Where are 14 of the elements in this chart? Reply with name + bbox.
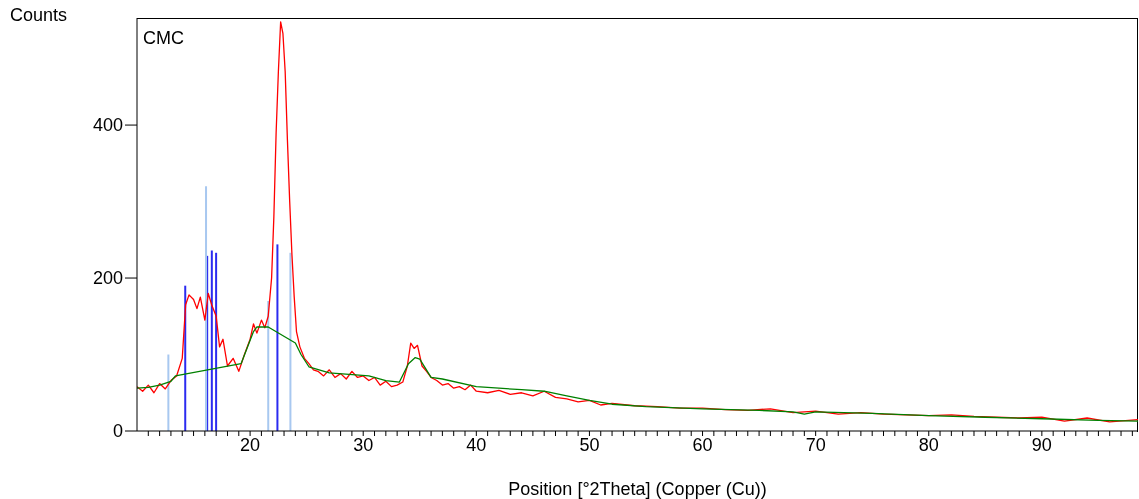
x-tick-label: 20 [240, 434, 261, 455]
y-tick-label: 0 [112, 421, 123, 442]
x-tick-label: 80 [918, 434, 939, 455]
x-tick-label: 30 [353, 434, 374, 455]
y-tick-label: 400 [92, 115, 123, 136]
x-tick-label: 70 [805, 434, 826, 455]
x-tick-label: 50 [579, 434, 600, 455]
x-tick-label: 40 [466, 434, 487, 455]
x-tick-label: 60 [692, 434, 713, 455]
text: CMC [143, 28, 184, 49]
x-tick-label: 90 [1031, 434, 1052, 455]
y-axis-title: Counts [10, 4, 68, 25]
y-tick-label: 200 [92, 268, 123, 289]
x-axis-title: Position [°2Theta] (Copper (Cu)) [508, 479, 767, 499]
